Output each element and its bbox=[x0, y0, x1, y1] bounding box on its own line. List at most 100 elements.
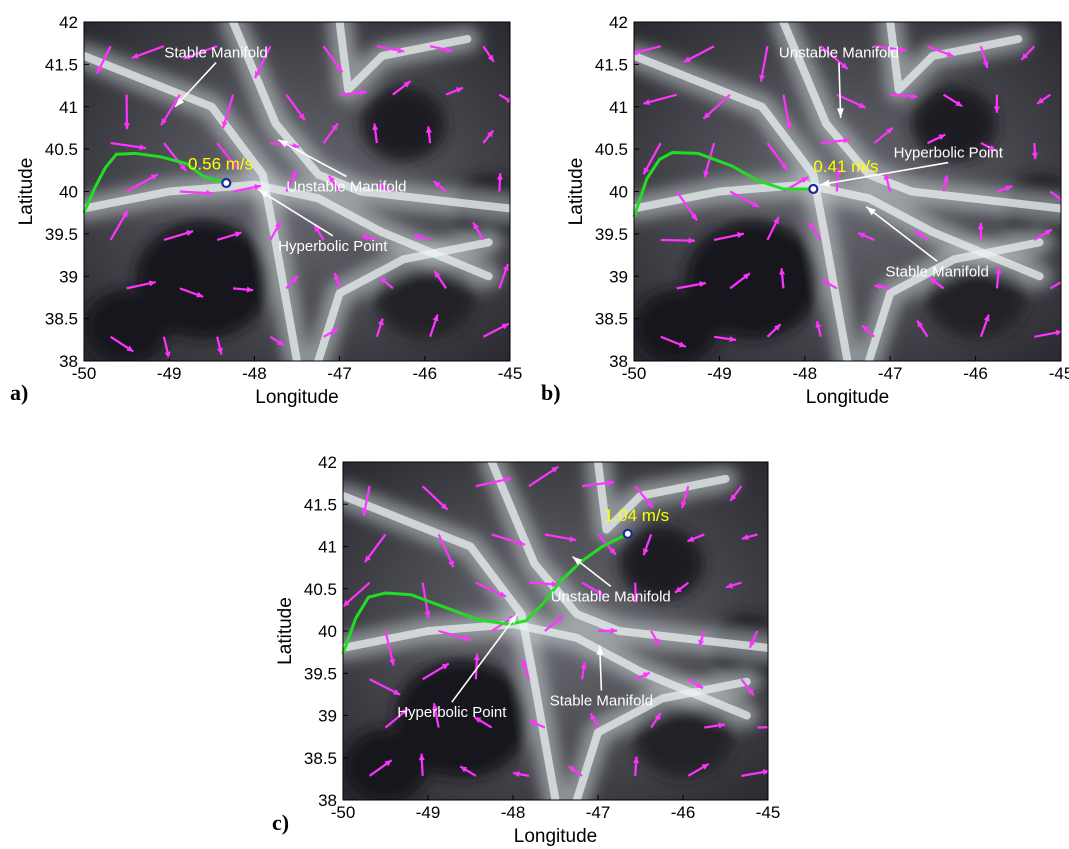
velocity-arrow bbox=[528, 465, 559, 488]
velocity-arrow bbox=[473, 716, 493, 729]
velocity-arrow bbox=[836, 93, 867, 109]
annotation-label: Hyperbolic Point bbox=[894, 145, 1004, 162]
velocity-arrow bbox=[782, 94, 792, 130]
velocity-arrow bbox=[372, 123, 379, 144]
x-tick-label: -45 bbox=[756, 803, 781, 822]
annotation-label: Stable Manifold bbox=[164, 45, 267, 62]
velocity-arrow bbox=[110, 335, 134, 353]
y-tick-label: 39.5 bbox=[595, 225, 628, 244]
velocity-arrow bbox=[413, 234, 431, 241]
velocity-arrow bbox=[418, 753, 425, 776]
velocity-arrow bbox=[820, 45, 849, 70]
velocity-arrow bbox=[123, 94, 130, 130]
y-tick-label: 40 bbox=[609, 183, 628, 202]
velocity-arrow bbox=[285, 275, 299, 290]
x-tick-label: -46 bbox=[671, 803, 696, 822]
speed-label: 1.04 m/s bbox=[604, 506, 669, 525]
velocity-arrow bbox=[683, 45, 715, 64]
y-axis-title: Latitude bbox=[275, 597, 296, 665]
x-tick-label: -48 bbox=[793, 364, 818, 383]
velocity-arrow bbox=[328, 175, 341, 193]
chart-panel-a: 0.56 m/s Stable Manifold Unstable Manifold… bbox=[0, 0, 535, 420]
y-tick-label: 40.5 bbox=[595, 140, 628, 159]
velocity-arrow bbox=[757, 726, 768, 729]
y-axis-title: Latitude bbox=[566, 158, 587, 226]
panel-letter: b) bbox=[541, 380, 561, 405]
velocity-arrow bbox=[634, 485, 654, 509]
velocity-arrow bbox=[597, 627, 618, 634]
velocity-arrow bbox=[927, 133, 946, 145]
velocity-arrow bbox=[425, 126, 432, 144]
velocity-arrow bbox=[528, 581, 559, 588]
velocity-arrow bbox=[544, 533, 577, 542]
velocity-arrow bbox=[216, 336, 223, 355]
velocity-arrow bbox=[369, 678, 401, 696]
x-tick-label: -45 bbox=[498, 364, 523, 383]
velocity-arrow bbox=[269, 221, 282, 241]
velocity-arrow bbox=[1033, 228, 1053, 241]
velocity-arrow bbox=[674, 581, 689, 594]
velocity-arrow bbox=[96, 45, 112, 74]
x-axis-title: Longitude bbox=[514, 826, 597, 847]
velocity-arrow bbox=[521, 659, 530, 680]
annotation-arrowhead bbox=[820, 179, 831, 187]
velocity-arrow bbox=[642, 534, 653, 556]
chart-svg: 0.56 m/s Stable Manifold Unstable Manifold… bbox=[16, 13, 523, 408]
velocity-arrow bbox=[1049, 281, 1061, 290]
velocity-arrow bbox=[432, 702, 440, 728]
y-tick-label: 40.5 bbox=[45, 140, 78, 159]
velocity-arrow bbox=[835, 168, 842, 192]
velocity-arrow bbox=[322, 45, 344, 74]
velocity-arrow bbox=[445, 86, 464, 96]
velocity-arrow bbox=[491, 533, 526, 546]
velocity-arrow bbox=[927, 45, 954, 58]
velocity-arrow bbox=[650, 712, 662, 729]
velocity-arrow bbox=[433, 270, 448, 289]
annotation-label: Hyperbolic Point bbox=[278, 238, 388, 255]
x-tick-label: -49 bbox=[707, 364, 732, 383]
velocity-arrow bbox=[916, 320, 929, 338]
y-axis-title: Latitude bbox=[16, 158, 37, 226]
annotation-label: Hyperbolic Point bbox=[397, 704, 507, 721]
y-tick-label: 38 bbox=[609, 352, 628, 371]
annotation-arrowhead bbox=[175, 97, 185, 107]
velocity-arrow bbox=[528, 719, 546, 729]
annotation-arrowhead bbox=[572, 556, 583, 566]
field-background bbox=[84, 22, 510, 361]
velocity-arrow bbox=[729, 272, 751, 290]
y-tick-label: 38.5 bbox=[595, 310, 628, 329]
x-tick-label: -46 bbox=[413, 364, 438, 383]
velocity-vectors bbox=[634, 45, 1061, 348]
x-tick-label: -47 bbox=[327, 364, 352, 383]
velocity-arrow bbox=[339, 89, 367, 96]
velocity-arrow bbox=[285, 93, 306, 121]
velocity-arrow bbox=[368, 759, 393, 777]
velocity-arrow bbox=[861, 324, 875, 338]
velocity-arrow bbox=[874, 45, 907, 53]
velocity-arrow bbox=[815, 320, 822, 338]
velocity-arrow bbox=[873, 126, 894, 144]
x-tick-label: -46 bbox=[963, 364, 988, 383]
annotation-arrow bbox=[174, 62, 217, 108]
velocity-arrow bbox=[995, 267, 1002, 289]
annotation-label: Stable Manifold bbox=[885, 263, 988, 280]
release-point-marker bbox=[221, 177, 232, 189]
velocity-arrow bbox=[323, 327, 339, 338]
trajectory-line bbox=[632, 150, 814, 218]
velocity-arrow bbox=[482, 45, 495, 63]
velocity-arrow bbox=[703, 142, 716, 178]
x-tick-label: -48 bbox=[501, 803, 526, 822]
velocity-arrow bbox=[808, 221, 822, 241]
y-tick-label: 40 bbox=[318, 622, 337, 641]
velocity-arrow bbox=[857, 232, 875, 241]
velocity-arrow bbox=[642, 142, 662, 175]
y-tick-label: 41 bbox=[318, 538, 337, 557]
velocity-arrow bbox=[779, 268, 786, 289]
annotation-arrow bbox=[865, 206, 938, 262]
velocity-arrow bbox=[160, 94, 181, 126]
speed-label: 0.56 m/s bbox=[188, 154, 253, 173]
velocity-arrow bbox=[979, 45, 989, 69]
velocity-arrow bbox=[1034, 329, 1061, 338]
x-tick-label: -45 bbox=[1049, 364, 1069, 383]
velocity-arrow bbox=[979, 314, 990, 338]
